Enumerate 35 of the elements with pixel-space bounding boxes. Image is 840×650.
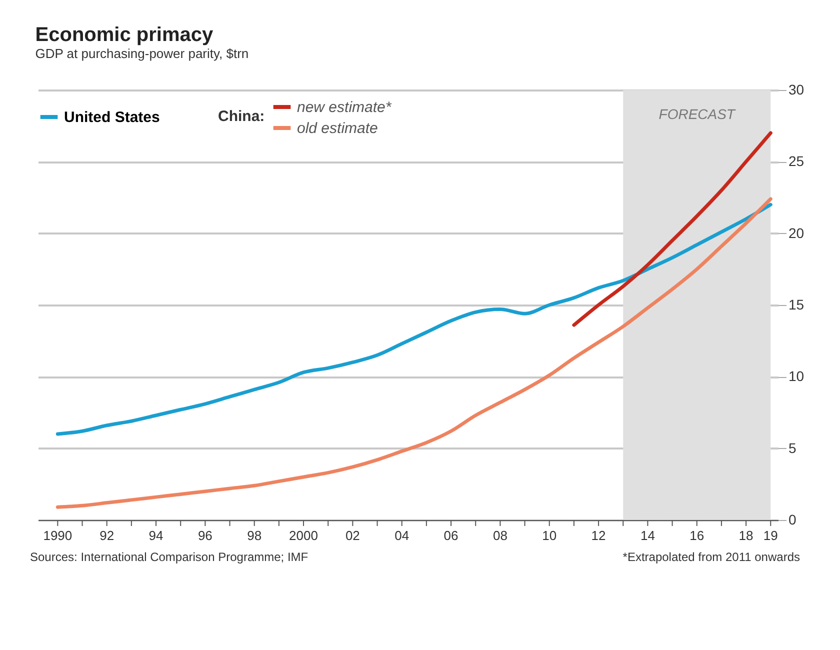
x-tick-label: 08 [492, 528, 508, 543]
x-tick-label: 16 [690, 528, 704, 543]
legend-label: old estimate [297, 120, 378, 137]
legend-label: United States [64, 109, 160, 126]
x-tick-label: 1990 [43, 528, 72, 543]
x-tick-label: 14 [640, 528, 655, 543]
chart-title: Economic primacy [35, 24, 214, 46]
x-tick-label: 18 [738, 528, 754, 543]
band-label: FORECAST [658, 106, 736, 122]
x-tick-label: 04 [394, 528, 410, 543]
x-tick-label: 94 [148, 528, 164, 543]
legend-title: China: [218, 108, 265, 125]
text: *Extrapolated from 2011 onwards [622, 550, 800, 564]
y-tick-label: 25 [788, 153, 804, 170]
line-series [572, 131, 772, 327]
y-tick-label: 15 [788, 296, 804, 312]
x-tick-label: 2000 [289, 528, 318, 543]
x-tick-label: 19 [763, 528, 778, 543]
x-tick-label: 98 [247, 528, 262, 543]
chart-subtitle: GDP at purchasing-power parity, $trn [35, 46, 249, 61]
x-tick-label: 92 [100, 528, 114, 543]
y-tick-label: 20 [788, 224, 804, 241]
source-note: Sources: International Comparison Programme; IMF [30, 550, 308, 564]
y-tick-label: 30 [788, 82, 804, 98]
line-series [56, 202, 772, 436]
x-tick-label: 10 [542, 528, 557, 543]
y-tick-label: 0 [788, 512, 796, 528]
x-tick-label: 02 [345, 528, 360, 543]
legend-label: new estimate* [297, 99, 392, 116]
x-tick-label: 12 [591, 528, 606, 543]
line-series [56, 197, 772, 509]
x-tick-label: 06 [444, 528, 458, 543]
y-tick-label: 5 [788, 440, 796, 456]
x-tick-label: 96 [198, 528, 212, 543]
y-tick-label: 10 [788, 368, 804, 384]
